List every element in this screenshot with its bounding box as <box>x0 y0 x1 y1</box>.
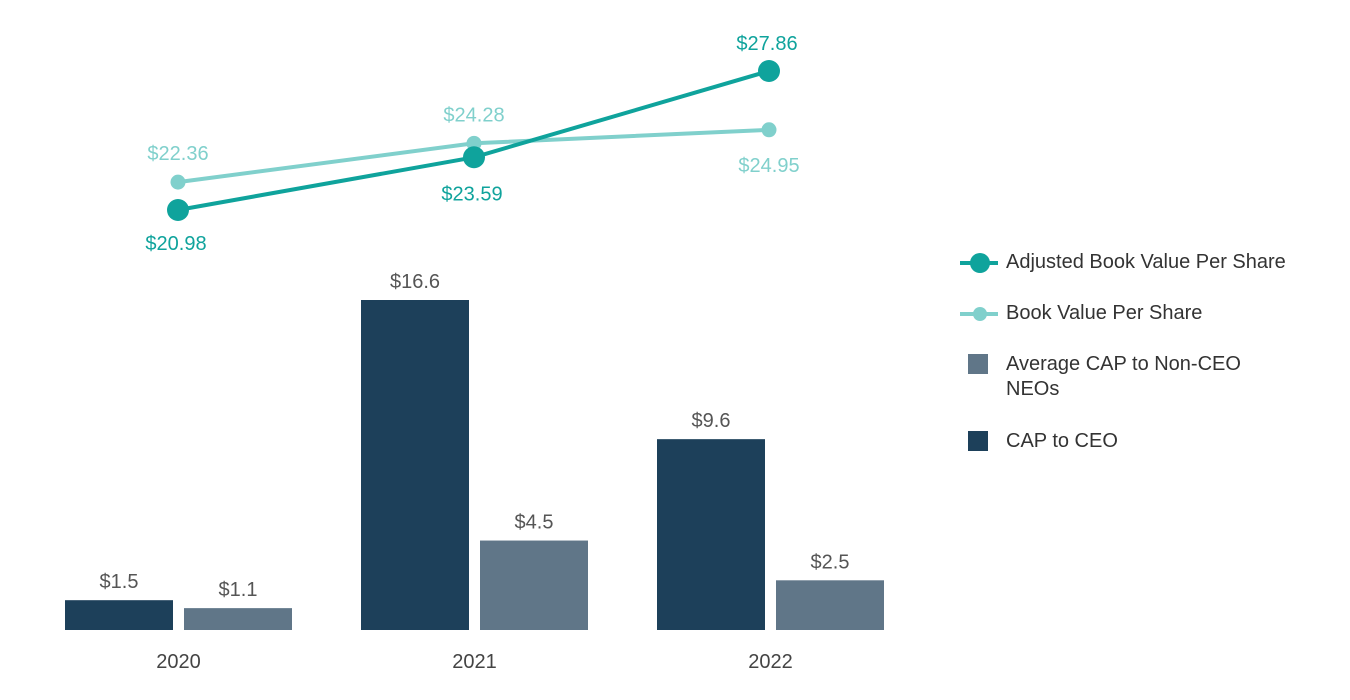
line-data-label: $27.86 <box>736 33 797 55</box>
bar-data-label: $4.5 <box>515 512 554 534</box>
bar-avg-cap-non-ceo-2022 <box>776 580 884 630</box>
point-adjusted-book-value-2021 <box>463 146 485 169</box>
bar-cap-to-ceo-2021 <box>361 300 469 630</box>
legend-item-average-cap-non-ceo: Average CAP to Non-CEO NEOs <box>958 348 1328 425</box>
bar-cap-to-ceo-2020 <box>65 600 173 630</box>
bar-data-label: $16.6 <box>390 271 440 293</box>
legend-label: CAP to CEO <box>1006 430 1118 452</box>
point-book-value-2022 <box>761 122 777 138</box>
legend-item-cap-to-ceo: CAP to CEO <box>958 425 1328 475</box>
legend-box-icon <box>958 425 1006 459</box>
line-data-label: $20.98 <box>145 233 206 255</box>
x-tick-label: 2022 <box>748 651 793 673</box>
legend-item-adjusted-book-value: Adjusted Book Value Per Share <box>958 246 1328 297</box>
legend-item-book-value: Book Value Per Share <box>958 297 1328 348</box>
bar-data-label: $1.5 <box>100 571 139 593</box>
x-tick-label: 2021 <box>452 651 497 673</box>
chart-canvas: $1.5 $16.6 $9.6 $1.1 $4.5 $2.5 2020 2021 2022 $20… <box>65 33 884 673</box>
point-book-value-2020 <box>170 174 186 190</box>
legend-label: Adjusted Book Value Per Share <box>1006 251 1286 273</box>
line-data-label: $23.59 <box>441 183 502 205</box>
bar-data-label: $2.5 <box>811 551 850 573</box>
x-tick-label: 2020 <box>156 651 201 673</box>
point-adjusted-book-value-2020 <box>167 199 189 221</box>
bar-avg-cap-non-ceo-2020 <box>184 608 292 630</box>
line-data-label: $22.36 <box>147 143 208 165</box>
legend-box-icon <box>958 348 1006 382</box>
bar-data-label: $1.1 <box>219 579 258 601</box>
legend-label: Book Value Per Share <box>1006 302 1203 324</box>
bar-data-label: $9.6 <box>692 410 731 432</box>
legend: Adjusted Book Value Per Share Book Value… <box>958 246 1328 475</box>
legend-line-marker-icon <box>958 297 1006 331</box>
line-data-label: $24.95 <box>738 155 799 177</box>
line-data-label: $24.28 <box>443 104 504 126</box>
legend-line-marker-icon <box>958 246 1006 280</box>
bar-avg-cap-non-ceo-2021 <box>480 540 588 630</box>
bar-cap-to-ceo-2022 <box>657 439 765 630</box>
point-adjusted-book-value-2022 <box>758 60 780 82</box>
legend-label: Average CAP to Non-CEO NEOs <box>1006 353 1241 400</box>
